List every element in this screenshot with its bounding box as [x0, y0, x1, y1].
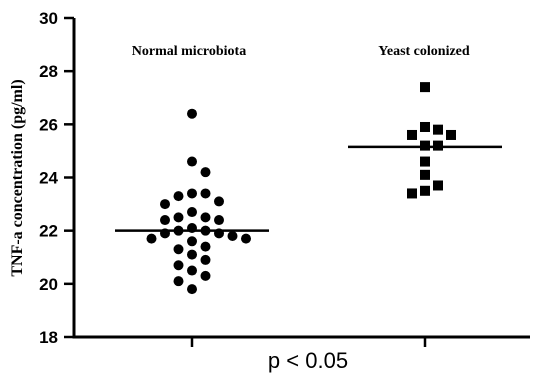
data-point-circle: [200, 254, 211, 265]
data-point-square: [433, 180, 443, 191]
data-point-circle: [173, 191, 184, 202]
y-tick-label: 28: [39, 62, 58, 81]
data-point-square: [420, 185, 430, 196]
data-point-circle: [160, 215, 170, 226]
data-point-circle: [187, 265, 197, 276]
p-value-annotation: p < 0.05: [268, 348, 348, 373]
data-point-circle: [200, 167, 211, 178]
group-labels: Normal microbiota Yeast colonized: [132, 44, 470, 59]
data-point-square: [420, 169, 430, 180]
data-point-circle: [173, 276, 184, 287]
data-point-square: [433, 124, 443, 135]
data-point-square: [420, 140, 430, 151]
data-point-circle: [214, 196, 224, 207]
mean-lines: [115, 145, 502, 232]
data-point-circle: [214, 215, 224, 226]
data-point-circle: [187, 236, 197, 247]
data-point-square: [407, 129, 417, 140]
data-point-circle: [187, 207, 197, 218]
data-point-circle: [146, 233, 157, 244]
y-axis-label: TNF-a concentration (pg/ml): [9, 79, 26, 276]
data-point-circle: [200, 241, 211, 252]
data-point-circle: [200, 188, 211, 199]
data-point-circle: [187, 284, 197, 295]
data-point-circle: [200, 212, 211, 223]
data-point-square: [446, 129, 456, 140]
data-point-circle: [173, 212, 184, 223]
data-point-square: [407, 188, 417, 199]
y-tick-label: 20: [39, 275, 58, 294]
y-tick-label: 18: [39, 328, 58, 347]
group-label: Normal microbiota: [132, 44, 246, 59]
y-ticks: 18 20 22 24 26 28 30: [39, 9, 74, 347]
data-point-circle: [227, 230, 238, 241]
data-point-circle: [241, 233, 251, 244]
data-point-circle: [160, 199, 170, 210]
y-tick-label: 30: [39, 9, 58, 28]
data-point-circle: [173, 260, 184, 271]
data-point-square: [420, 121, 430, 132]
y-tick-label: 26: [39, 115, 58, 134]
data-point-circle: [187, 108, 197, 119]
data-point-square: [433, 140, 443, 151]
data-point-circle: [200, 270, 211, 281]
data-point-circle: [187, 188, 197, 199]
data-point-circle: [187, 156, 197, 167]
group-label: Yeast colonized: [378, 44, 470, 59]
y-tick-label: 24: [39, 169, 58, 188]
data-point-square: [420, 82, 430, 93]
y-tick-label: 22: [39, 222, 58, 241]
data-points: [146, 82, 456, 295]
data-point-square: [420, 156, 430, 167]
data-point-circle: [187, 249, 197, 260]
x-ticks: [190, 337, 427, 347]
data-point-circle: [173, 244, 184, 255]
